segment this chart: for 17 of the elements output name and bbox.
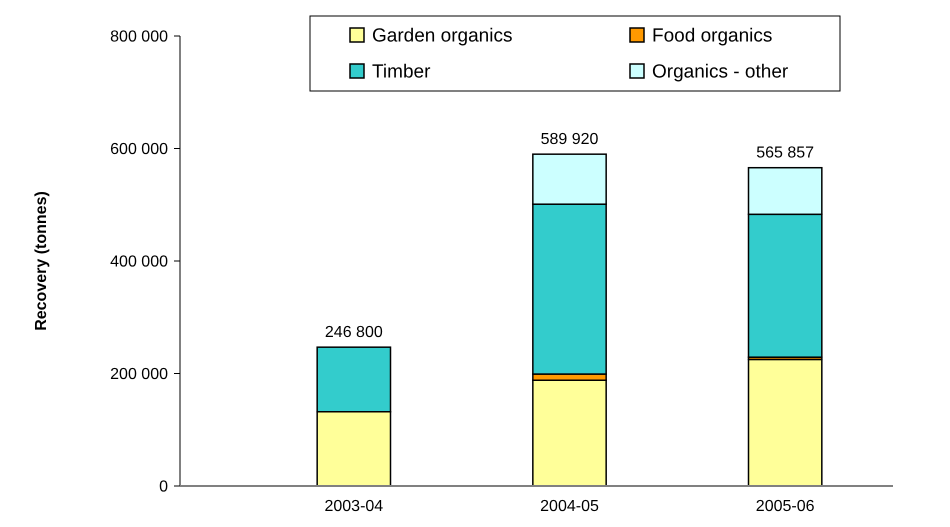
legend-label: Garden organics	[372, 26, 512, 47]
y-tick-label: 0	[159, 478, 168, 496]
x-tick-label: 2003-04	[324, 498, 384, 515]
total-label: 565 857	[756, 144, 814, 162]
y-axis-title: Recovery (tonnes)	[33, 191, 50, 331]
y-tick-label: 600 000	[110, 141, 168, 158]
y-tick-label: 800 000	[110, 28, 168, 46]
total-label: 589 920	[540, 131, 599, 148]
y-tick-label: 400 000	[110, 254, 168, 271]
total-label: 246 800	[324, 324, 383, 342]
y-tick-label: 200 000	[110, 366, 168, 384]
legend-label: Timber	[372, 62, 432, 83]
x-tick-label: 2004-05	[540, 498, 599, 515]
legend-label: Food organics	[652, 26, 772, 47]
bar	[748, 358, 823, 487]
legend-label: Organics - other	[652, 62, 789, 83]
x-tick-label: 2005-06	[756, 498, 815, 515]
